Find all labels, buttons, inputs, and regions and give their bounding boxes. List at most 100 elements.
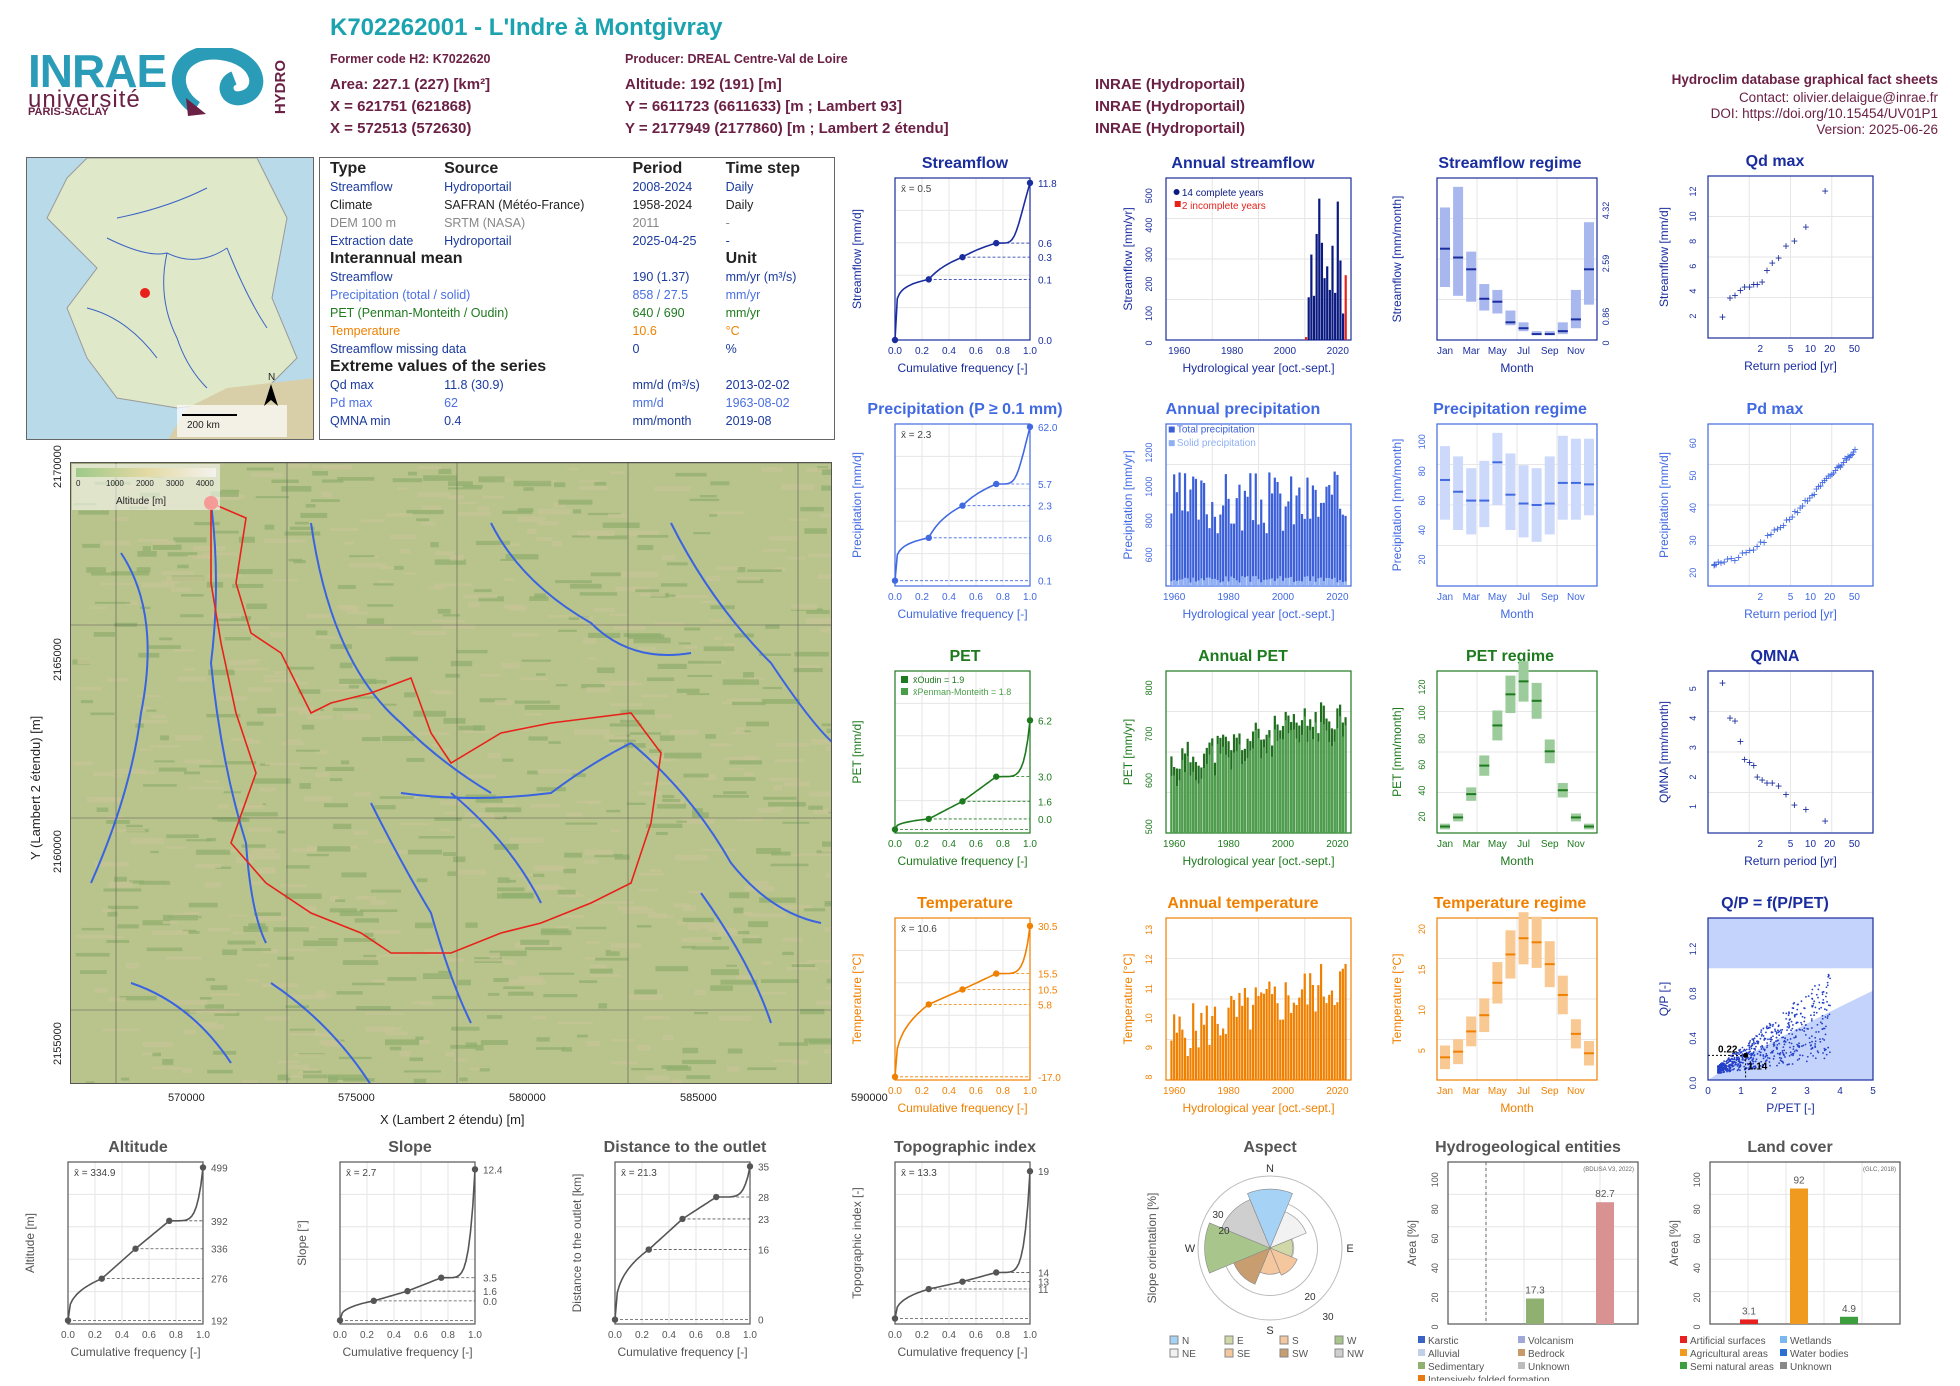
terrain-cell <box>821 849 831 853</box>
regime-box <box>1557 435 1568 520</box>
terrain-cell <box>724 757 756 761</box>
terrain-cell <box>307 715 333 720</box>
terrain-cell <box>727 1066 740 1072</box>
terrain-cell <box>675 594 710 598</box>
terrain-cell <box>403 1070 441 1073</box>
solid-bar <box>1189 582 1192 586</box>
year-bar <box>1235 498 1238 586</box>
data-point: + <box>1718 556 1725 570</box>
terrain-cell <box>224 637 251 641</box>
terrain-cell <box>594 481 607 486</box>
data-point: + <box>1817 479 1824 493</box>
map-ytick: 2155000 <box>52 1022 64 1065</box>
legend-label: NW <box>1347 1349 1364 1360</box>
scatter-point <box>1826 984 1829 987</box>
terrain-cell <box>747 935 760 941</box>
x-tick: 0.2 <box>915 346 929 357</box>
solid-bar <box>1202 580 1206 586</box>
solid-bar <box>1181 579 1184 586</box>
terrain-cell <box>589 974 622 977</box>
terrain-cell <box>536 537 553 541</box>
data-point: + <box>1737 284 1744 298</box>
terrain-cell <box>489 952 500 959</box>
scatter-point <box>1748 1048 1751 1051</box>
terrain-cell <box>432 619 466 623</box>
doi-link[interactable]: DOI: https://doi.org/10.15454/UV01P1 <box>1710 106 1938 121</box>
y-label: Altitude [m] <box>23 1213 37 1273</box>
altitude: Altitude: 192 (191) [m] <box>625 76 782 93</box>
x-tick: 0.2 <box>915 1086 929 1097</box>
y-lambert93: Y = 6611723 (6611633) [m ; Lambert 93] <box>625 98 902 115</box>
terrain-cell <box>675 854 708 861</box>
type-cell: Streamflow <box>330 180 393 194</box>
x-tick: Jan <box>1437 839 1453 850</box>
terrain-cell <box>207 1069 233 1074</box>
terrain-cell <box>623 633 662 638</box>
year-bar <box>1306 477 1309 586</box>
solid-bar <box>1219 582 1222 586</box>
terrain-cell <box>361 737 381 742</box>
scatter-point <box>1768 1061 1771 1063</box>
legend-swatch <box>1169 1335 1179 1345</box>
terrain-cell <box>803 1038 831 1043</box>
terrain-cell <box>110 829 145 832</box>
scatter-point <box>1827 1046 1830 1049</box>
river-line <box>490 522 692 656</box>
chart-annual_streamflow: Annual streamflow 14 complete years 2 inco… <box>1118 152 1368 392</box>
terrain-cell <box>206 713 241 718</box>
terrain-cell <box>202 552 239 556</box>
pm-bar <box>1230 769 1233 833</box>
y-tick: 100 <box>1417 705 1427 720</box>
scatter-point <box>1779 1029 1782 1032</box>
data-point: + <box>1797 501 1804 515</box>
y-tick: 100 <box>1417 434 1427 449</box>
year-bar <box>1325 1003 1328 1080</box>
plot-frame <box>339 1161 476 1325</box>
terrain-cell <box>675 472 707 477</box>
terrain-cell <box>278 1060 300 1064</box>
right-tick: 5.7 <box>1038 480 1052 491</box>
chart-title: Land cover <box>1747 1139 1832 1156</box>
river-line <box>310 522 492 794</box>
data-point: + <box>1804 494 1811 508</box>
pm-bar <box>1213 775 1217 833</box>
legend-label: 14 complete years <box>1182 188 1264 199</box>
legend-swatch <box>1418 1362 1425 1369</box>
terrain-cell <box>353 830 368 835</box>
year-bar <box>1318 198 1321 340</box>
terrain-cell <box>611 683 643 686</box>
terrain-cell <box>712 794 749 798</box>
terrain-cell <box>662 1034 674 1041</box>
terrain-cell <box>662 798 681 804</box>
scatter-point <box>1739 1048 1742 1051</box>
scatter-point <box>1776 1043 1779 1046</box>
terrain-cell <box>78 510 109 515</box>
right-tick: 192 <box>211 1317 228 1328</box>
scatter-point <box>1796 1003 1799 1006</box>
x-label: Month <box>1500 607 1533 621</box>
terrain-cell <box>676 688 700 693</box>
scatter-point <box>1821 991 1824 994</box>
terrain-cell <box>242 1080 259 1083</box>
label-cell: QMNA min <box>330 414 391 428</box>
year-bar <box>1341 514 1344 586</box>
pm-bar <box>1262 747 1266 833</box>
solid-bar <box>1186 578 1189 586</box>
terrain-cell <box>582 637 597 644</box>
terrain-cell <box>328 1074 365 1081</box>
right-tick: 5.8 <box>1038 1000 1052 1011</box>
y-tick: 4 <box>1688 289 1698 294</box>
y-tick: 5 <box>1688 686 1698 691</box>
terrain-cell <box>300 766 317 770</box>
terrain-cell <box>686 1075 711 1080</box>
pm-bar <box>1330 745 1334 833</box>
data-point: + <box>1774 522 1781 536</box>
year-bar <box>1194 1030 1198 1080</box>
pm-bar <box>1175 785 1178 833</box>
terrain-cell <box>735 727 745 733</box>
mean-label: x̄Penman-Monteith = 1.8 <box>913 687 1011 697</box>
pm-bar <box>1189 775 1192 833</box>
year-bar <box>1194 478 1198 586</box>
scatter-point <box>1811 997 1814 1000</box>
year-bar <box>1213 516 1217 586</box>
